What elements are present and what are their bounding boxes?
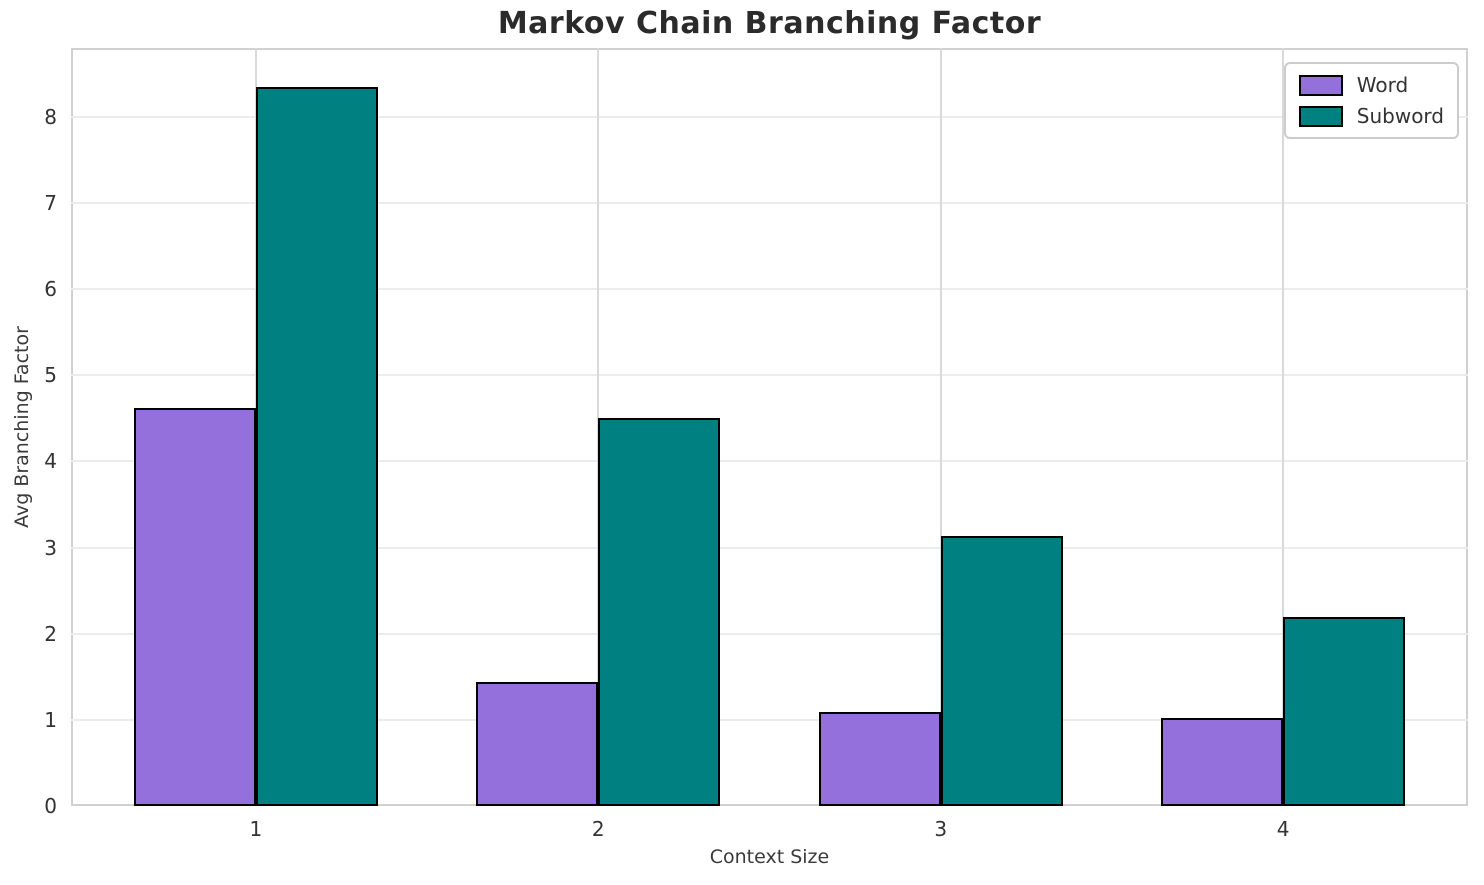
gridline-vertical xyxy=(939,48,942,806)
y-tick-label: 6 xyxy=(44,277,57,302)
y-tick-label: 4 xyxy=(44,449,57,474)
x-tick-label: 1 xyxy=(249,817,263,841)
chart-title: Markov Chain Branching Factor xyxy=(497,6,1042,41)
gridline-horizontal xyxy=(71,202,1468,205)
gridline-horizontal xyxy=(71,115,1468,118)
gridline-horizontal xyxy=(71,460,1468,463)
legend-item-word: Word xyxy=(1298,73,1444,97)
gridline-horizontal xyxy=(71,546,1468,549)
x-tick-label: 3 xyxy=(934,817,948,841)
y-tick-label: 3 xyxy=(44,535,57,560)
y-tick-label: 8 xyxy=(44,104,57,129)
legend-swatch-word-icon xyxy=(1298,74,1343,96)
bar-word-4 xyxy=(1161,718,1284,806)
bar-subword-2 xyxy=(598,418,721,806)
y-axis-label: Avg Branching Factor xyxy=(11,326,33,528)
bar-subword-3 xyxy=(940,536,1063,806)
bar-subword-4 xyxy=(1283,616,1405,806)
legend-label-subword: Subword xyxy=(1356,104,1444,128)
bar-word-3 xyxy=(818,712,941,806)
legend-swatch-subword-icon xyxy=(1298,105,1343,127)
gridline-horizontal xyxy=(71,374,1468,377)
y-tick-label: 7 xyxy=(44,191,57,216)
bar-word-2 xyxy=(476,681,599,806)
legend: Word Subword xyxy=(1283,62,1459,139)
gridline-vertical xyxy=(1282,48,1285,806)
plot-area: 0 1 2 3 4 5 6 7 8 1 2 3 4 xyxy=(44,48,1468,841)
gridline-horizontal xyxy=(71,718,1468,721)
y-tick-label: 1 xyxy=(44,707,57,732)
gridline-horizontal xyxy=(71,632,1468,635)
bar-subword-1 xyxy=(255,86,378,806)
legend-item-subword: Subword xyxy=(1298,104,1444,128)
y-tick-label: 0 xyxy=(44,794,57,818)
legend-label-word: Word xyxy=(1356,73,1409,97)
y-tick-label: 5 xyxy=(44,363,57,388)
gridline-horizontal xyxy=(71,288,1468,291)
x-tick-label: 4 xyxy=(1276,817,1290,841)
y-tick-label: 2 xyxy=(44,621,57,646)
bar-word-1 xyxy=(134,408,256,806)
x-axis-label: Context Size xyxy=(709,846,830,868)
x-tick-label: 2 xyxy=(591,817,605,841)
